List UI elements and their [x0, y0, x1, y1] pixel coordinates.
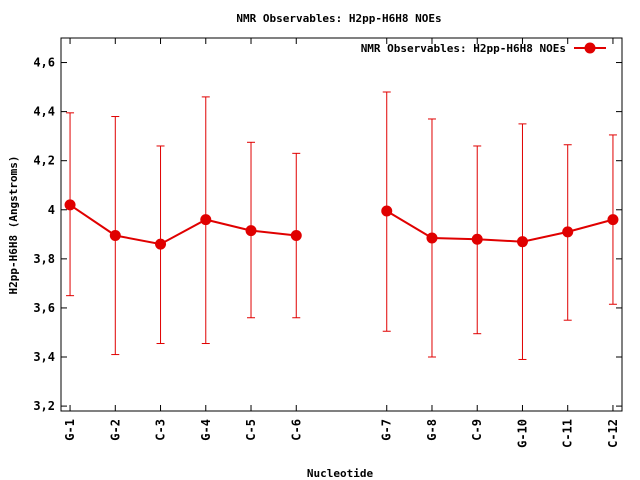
error-bars	[66, 91, 617, 360]
y-tick-label: 3,8	[33, 252, 55, 266]
y-axis-label: H2pp-H6H8 (Angstroms)	[7, 155, 20, 294]
y-tick-label: 3,4	[33, 350, 55, 364]
data-point	[245, 225, 257, 237]
data-point	[290, 230, 302, 242]
x-tick-label: C-5	[244, 419, 258, 441]
data-point	[516, 236, 528, 248]
legend-marker	[584, 42, 596, 54]
x-tick-label: C-6	[289, 419, 303, 441]
y-tick-label: 4,6	[33, 56, 55, 70]
data-point	[426, 232, 438, 244]
x-tick-label: C-9	[470, 419, 484, 441]
data-point	[562, 226, 574, 238]
data-point	[381, 205, 393, 217]
y-tick-label: 4,4	[33, 105, 55, 119]
series-points	[64, 199, 619, 250]
x-tick-label: C-11	[561, 419, 575, 448]
x-axis: G-1 G-2 C-3 G-4 C-5 C-6 G-7 G-8 C-9 G-10 C-11 C-12	[63, 38, 620, 448]
x-tick-label: G-8	[425, 419, 439, 441]
y-tick-label: 4,2	[33, 154, 55, 168]
data-point	[109, 230, 121, 242]
x-tick-label: G-10	[515, 419, 529, 448]
legend: NMR Observables: H2pp-H6H8 NOEs	[361, 42, 606, 55]
legend-label: NMR Observables: H2pp-H6H8 NOEs	[361, 42, 566, 55]
data-point	[64, 199, 76, 211]
series-line	[386, 210, 614, 243]
x-tick-label: G-7	[380, 419, 394, 441]
x-tick-label: G-2	[108, 419, 122, 441]
x-axis-label: Nucleotide	[307, 467, 374, 480]
data-point	[155, 238, 167, 250]
x-tick-label: G-1	[63, 419, 77, 441]
y-tick-label: 3,2	[33, 399, 55, 413]
chart-title: NMR Observables: H2pp-H6H8 NOEs	[236, 12, 441, 25]
x-tick-label: G-4	[199, 419, 213, 441]
series-lines	[69, 204, 614, 246]
data-point	[607, 214, 619, 226]
data-point	[200, 214, 212, 226]
x-tick-label: C-12	[606, 419, 620, 448]
series-line	[69, 204, 297, 246]
x-tick-label: C-3	[154, 419, 168, 441]
plot-frame	[60, 37, 623, 412]
y-tick-label: 3,6	[33, 301, 55, 315]
y-tick-label: 4	[48, 203, 55, 217]
data-point	[471, 233, 483, 245]
y-axis: 3,2 3,4 3,6 3,8 4 4,2 4,4 4,6	[33, 56, 622, 413]
